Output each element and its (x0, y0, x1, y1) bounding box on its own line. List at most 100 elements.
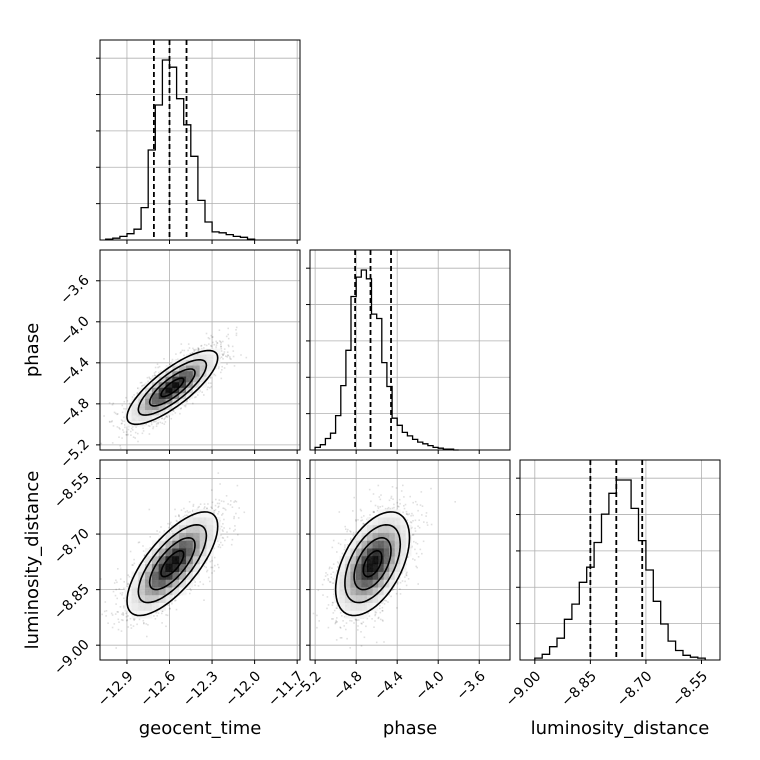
scatter-point (112, 402, 115, 405)
scatter-point (203, 599, 205, 601)
scatter-point (180, 509, 183, 511)
scatter-point (105, 610, 108, 612)
density-pixel (131, 398, 139, 405)
scatter-point (197, 347, 199, 349)
scatter-point (233, 515, 235, 518)
scatter-point (160, 526, 162, 528)
scatter-point (142, 550, 145, 552)
scatter-point (235, 329, 237, 331)
scatter-point (210, 385, 212, 388)
scatter-point (201, 391, 203, 393)
scatter-point (223, 348, 226, 350)
scatter-point (211, 501, 214, 504)
scatter-point (157, 366, 159, 369)
scatter-point (132, 436, 135, 438)
scatter-point (118, 588, 121, 590)
scatter-point (216, 502, 219, 505)
density-pixel (199, 376, 207, 383)
scatter-point (155, 423, 158, 425)
scatter-point (220, 525, 223, 528)
scatter-point (210, 345, 213, 347)
scatter-point (161, 417, 164, 420)
density-pixel (179, 370, 187, 377)
scatter-point (120, 619, 123, 621)
scatter-point (114, 412, 117, 415)
scatter-point (128, 575, 131, 578)
scatter-point (234, 528, 236, 531)
scatter-point (194, 584, 196, 587)
scatter-point (223, 518, 225, 521)
scatter-point (121, 420, 124, 422)
scatter-point (243, 511, 246, 514)
scatter-point (222, 507, 224, 509)
scatter-point (234, 500, 237, 502)
scatter-point (142, 545, 144, 547)
contour-level-0 (160, 377, 185, 398)
density-pixel (138, 393, 146, 399)
scatter-point (229, 357, 231, 360)
scatter-point (161, 622, 163, 624)
scatter-point (165, 416, 167, 418)
density-pixel (165, 404, 173, 410)
scatter-point (204, 506, 206, 508)
scatter-point (123, 416, 125, 419)
scatter-point (205, 332, 208, 335)
scatter-point (131, 396, 134, 398)
scatter-point (119, 447, 122, 449)
scatter-point (225, 335, 228, 338)
scatter-point (114, 594, 117, 597)
scatter-point (217, 540, 219, 542)
density-pixel (145, 393, 153, 399)
scatter-point (104, 601, 107, 603)
density-pixel (192, 376, 200, 383)
density-pixel (172, 381, 180, 388)
scatter-point (165, 614, 167, 616)
contour-level-2 (137, 359, 208, 416)
scatter-point (178, 515, 180, 517)
scatter-point (127, 626, 129, 628)
scatter-point (111, 420, 113, 422)
scatter-point (226, 351, 229, 353)
scatter-point (134, 397, 136, 399)
scatter-point (123, 581, 125, 583)
scatter-point (210, 506, 212, 508)
scatter-point (123, 606, 125, 609)
scatter-point (230, 543, 233, 546)
scatter-point (138, 618, 141, 621)
density-pixel (165, 393, 173, 399)
scatter-point (100, 442, 103, 445)
density-pixel (192, 381, 200, 388)
scatter-point (222, 340, 224, 343)
panel-frame (519, 459, 721, 661)
scatter-point (120, 419, 123, 421)
scatter-point (216, 342, 219, 344)
scatter-point (121, 437, 123, 439)
scatter-point (219, 546, 222, 549)
scatter-point (143, 622, 145, 624)
scatter-point (193, 350, 195, 353)
scatter-point (157, 422, 159, 425)
scatter-point (125, 615, 128, 618)
scatter-point (214, 564, 216, 567)
scatter-point (145, 423, 147, 426)
scatter-point (168, 608, 171, 610)
histogram-panel-phase (306, 249, 511, 454)
scatter-point (218, 366, 220, 368)
density-pixel (199, 354, 207, 361)
scatter-point (154, 374, 156, 377)
scatter-point (141, 384, 144, 387)
scatter-point (153, 615, 155, 617)
scatter-point (227, 337, 230, 340)
scatter-point (235, 334, 238, 337)
scatter-point (175, 608, 178, 611)
scatter-point (209, 387, 211, 389)
scatter-point (220, 345, 222, 348)
scatter-point (127, 433, 129, 436)
scatter-point (189, 587, 191, 590)
scatter-point (184, 405, 187, 408)
scatter-point (165, 415, 168, 417)
scatter-point (222, 358, 224, 360)
scatter-point (236, 484, 239, 487)
scatter-point (156, 363, 159, 365)
scatter-point (207, 337, 210, 339)
